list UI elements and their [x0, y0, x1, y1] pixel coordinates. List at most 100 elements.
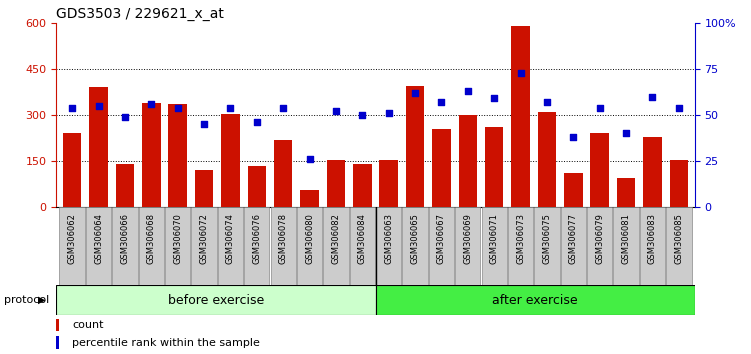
Point: [383, 110, 395, 116]
Text: GSM306063: GSM306063: [385, 213, 394, 264]
Point: [119, 114, 131, 120]
Text: after exercise: after exercise: [492, 293, 578, 307]
Point: [488, 96, 500, 101]
FancyBboxPatch shape: [403, 207, 428, 285]
FancyBboxPatch shape: [192, 207, 217, 285]
Bar: [485, 127, 503, 207]
Text: GSM306079: GSM306079: [596, 213, 605, 264]
Point: [330, 109, 342, 114]
FancyBboxPatch shape: [59, 207, 85, 285]
FancyBboxPatch shape: [614, 207, 639, 285]
Text: ▶: ▶: [38, 295, 46, 305]
Text: GSM306075: GSM306075: [542, 213, 551, 264]
Point: [541, 99, 553, 105]
Point: [594, 105, 606, 110]
Bar: [142, 103, 161, 207]
FancyBboxPatch shape: [376, 285, 695, 315]
Point: [277, 105, 289, 110]
Bar: [564, 173, 583, 207]
Bar: [327, 160, 345, 207]
FancyBboxPatch shape: [297, 207, 322, 285]
Text: GSM306082: GSM306082: [331, 213, 340, 264]
FancyBboxPatch shape: [508, 207, 533, 285]
Point: [225, 105, 237, 110]
FancyBboxPatch shape: [165, 207, 190, 285]
Text: GDS3503 / 229621_x_at: GDS3503 / 229621_x_at: [56, 7, 225, 21]
Point: [251, 120, 263, 125]
Text: before exercise: before exercise: [167, 293, 264, 307]
Bar: [538, 112, 556, 207]
Bar: [116, 164, 134, 207]
Bar: [590, 133, 609, 207]
FancyBboxPatch shape: [534, 207, 559, 285]
Text: GSM306071: GSM306071: [490, 213, 499, 264]
Text: GSM306067: GSM306067: [437, 213, 446, 264]
Text: GSM306066: GSM306066: [120, 213, 129, 264]
Bar: [56, 319, 59, 331]
Point: [514, 70, 526, 75]
FancyBboxPatch shape: [244, 207, 270, 285]
Point: [303, 156, 315, 162]
FancyBboxPatch shape: [139, 207, 164, 285]
FancyBboxPatch shape: [429, 207, 454, 285]
FancyBboxPatch shape: [56, 285, 376, 315]
FancyBboxPatch shape: [270, 207, 296, 285]
Point: [172, 105, 184, 110]
Bar: [511, 26, 529, 207]
Point: [66, 105, 78, 110]
FancyBboxPatch shape: [350, 207, 375, 285]
Bar: [433, 129, 451, 207]
Point: [647, 94, 659, 99]
Text: GSM306077: GSM306077: [569, 213, 578, 264]
Text: GSM306064: GSM306064: [94, 213, 103, 264]
Point: [92, 103, 104, 109]
Bar: [459, 115, 477, 207]
Bar: [195, 170, 213, 207]
Point: [673, 105, 685, 110]
FancyBboxPatch shape: [455, 207, 481, 285]
Text: GSM306062: GSM306062: [68, 213, 77, 264]
Bar: [617, 178, 635, 207]
Text: GSM306076: GSM306076: [252, 213, 261, 264]
Text: GSM306084: GSM306084: [357, 213, 366, 264]
FancyBboxPatch shape: [587, 207, 612, 285]
Text: percentile rank within the sample: percentile rank within the sample: [72, 338, 260, 348]
Text: GSM306085: GSM306085: [674, 213, 683, 264]
FancyBboxPatch shape: [323, 207, 348, 285]
Bar: [248, 166, 266, 207]
Text: GSM306083: GSM306083: [648, 213, 657, 264]
Bar: [89, 87, 107, 207]
FancyBboxPatch shape: [218, 207, 243, 285]
Bar: [406, 86, 424, 207]
Bar: [222, 114, 240, 207]
Text: GSM306072: GSM306072: [200, 213, 209, 264]
Point: [567, 134, 579, 140]
Bar: [353, 164, 372, 207]
FancyBboxPatch shape: [666, 207, 692, 285]
Text: GSM306074: GSM306074: [226, 213, 235, 264]
Bar: [644, 137, 662, 207]
Text: protocol: protocol: [4, 295, 49, 305]
Point: [620, 131, 632, 136]
Text: GSM306069: GSM306069: [463, 213, 472, 264]
Bar: [300, 190, 318, 207]
Text: GSM306068: GSM306068: [146, 213, 155, 264]
Point: [436, 99, 448, 105]
Bar: [274, 139, 292, 207]
Text: count: count: [72, 320, 104, 330]
Text: GSM306078: GSM306078: [279, 213, 288, 264]
Bar: [670, 160, 688, 207]
Text: GSM306065: GSM306065: [411, 213, 420, 264]
FancyBboxPatch shape: [86, 207, 111, 285]
Text: GSM306081: GSM306081: [622, 213, 631, 264]
Bar: [379, 160, 398, 207]
Point: [409, 90, 421, 96]
Bar: [63, 133, 81, 207]
Text: GSM306080: GSM306080: [305, 213, 314, 264]
Text: GSM306073: GSM306073: [516, 213, 525, 264]
Point: [356, 112, 368, 118]
Bar: [168, 104, 187, 207]
FancyBboxPatch shape: [561, 207, 586, 285]
Point: [198, 121, 210, 127]
Point: [145, 101, 157, 107]
